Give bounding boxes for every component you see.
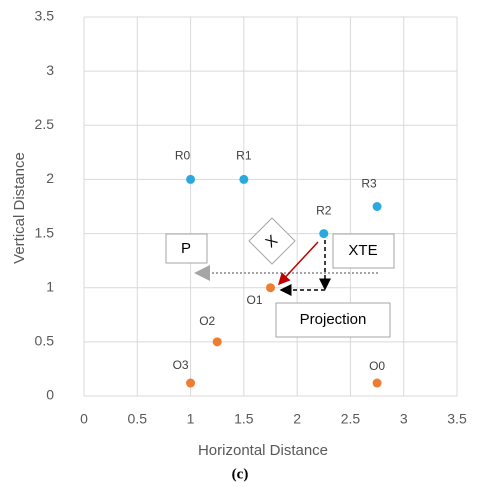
point-label: R2 xyxy=(316,204,332,218)
caption: (c) xyxy=(232,466,249,482)
point xyxy=(319,229,329,239)
point xyxy=(239,174,249,184)
xte-box xyxy=(332,233,395,269)
point-label: R1 xyxy=(236,149,252,163)
x-tick-label: 3.5 xyxy=(447,411,467,427)
point xyxy=(186,378,196,388)
point-label: O1 xyxy=(246,293,262,307)
x-tick-label: 3 xyxy=(400,411,408,427)
x-box xyxy=(248,217,296,265)
point xyxy=(372,202,382,211)
point-label: O3 xyxy=(173,358,189,372)
point-label: R3 xyxy=(361,177,377,191)
point-label: O0 xyxy=(369,359,385,373)
projection-box xyxy=(275,302,391,338)
x-tick-label: 2 xyxy=(293,411,301,427)
point xyxy=(212,337,222,347)
point xyxy=(266,283,275,293)
y-tick-label: 1.5 xyxy=(35,224,55,240)
xte-arrow xyxy=(277,241,319,286)
x-axis-title: Horizontal Distance xyxy=(198,442,328,459)
x-tick-label: 2.5 xyxy=(341,411,361,427)
y-tick-label: 0 xyxy=(46,387,54,403)
x-tick-label: 1.5 xyxy=(234,411,254,427)
y-tick-label: 1 xyxy=(46,278,54,294)
x-tick-label: 0 xyxy=(80,411,88,427)
point-label: O2 xyxy=(199,314,215,328)
y-tick-label: 3.5 xyxy=(35,8,55,24)
grid xyxy=(83,16,458,397)
y-axis-title: Vertical Distance xyxy=(11,152,28,264)
annotation: Projection xyxy=(300,311,367,328)
x-tick-label: 0.5 xyxy=(128,411,148,427)
point xyxy=(186,174,196,184)
y-tick-label: 2.5 xyxy=(35,116,55,132)
y-tick-label: 3 xyxy=(46,62,54,78)
annotation: P xyxy=(181,240,191,257)
y-tick-label: 0.5 xyxy=(35,333,55,349)
x-tick-label: 1 xyxy=(187,411,195,427)
p-box xyxy=(165,233,208,264)
y-tick-label: 2 xyxy=(46,170,54,186)
point xyxy=(372,378,382,388)
annotation: XTE xyxy=(348,242,377,259)
point-label: R0 xyxy=(175,149,191,163)
